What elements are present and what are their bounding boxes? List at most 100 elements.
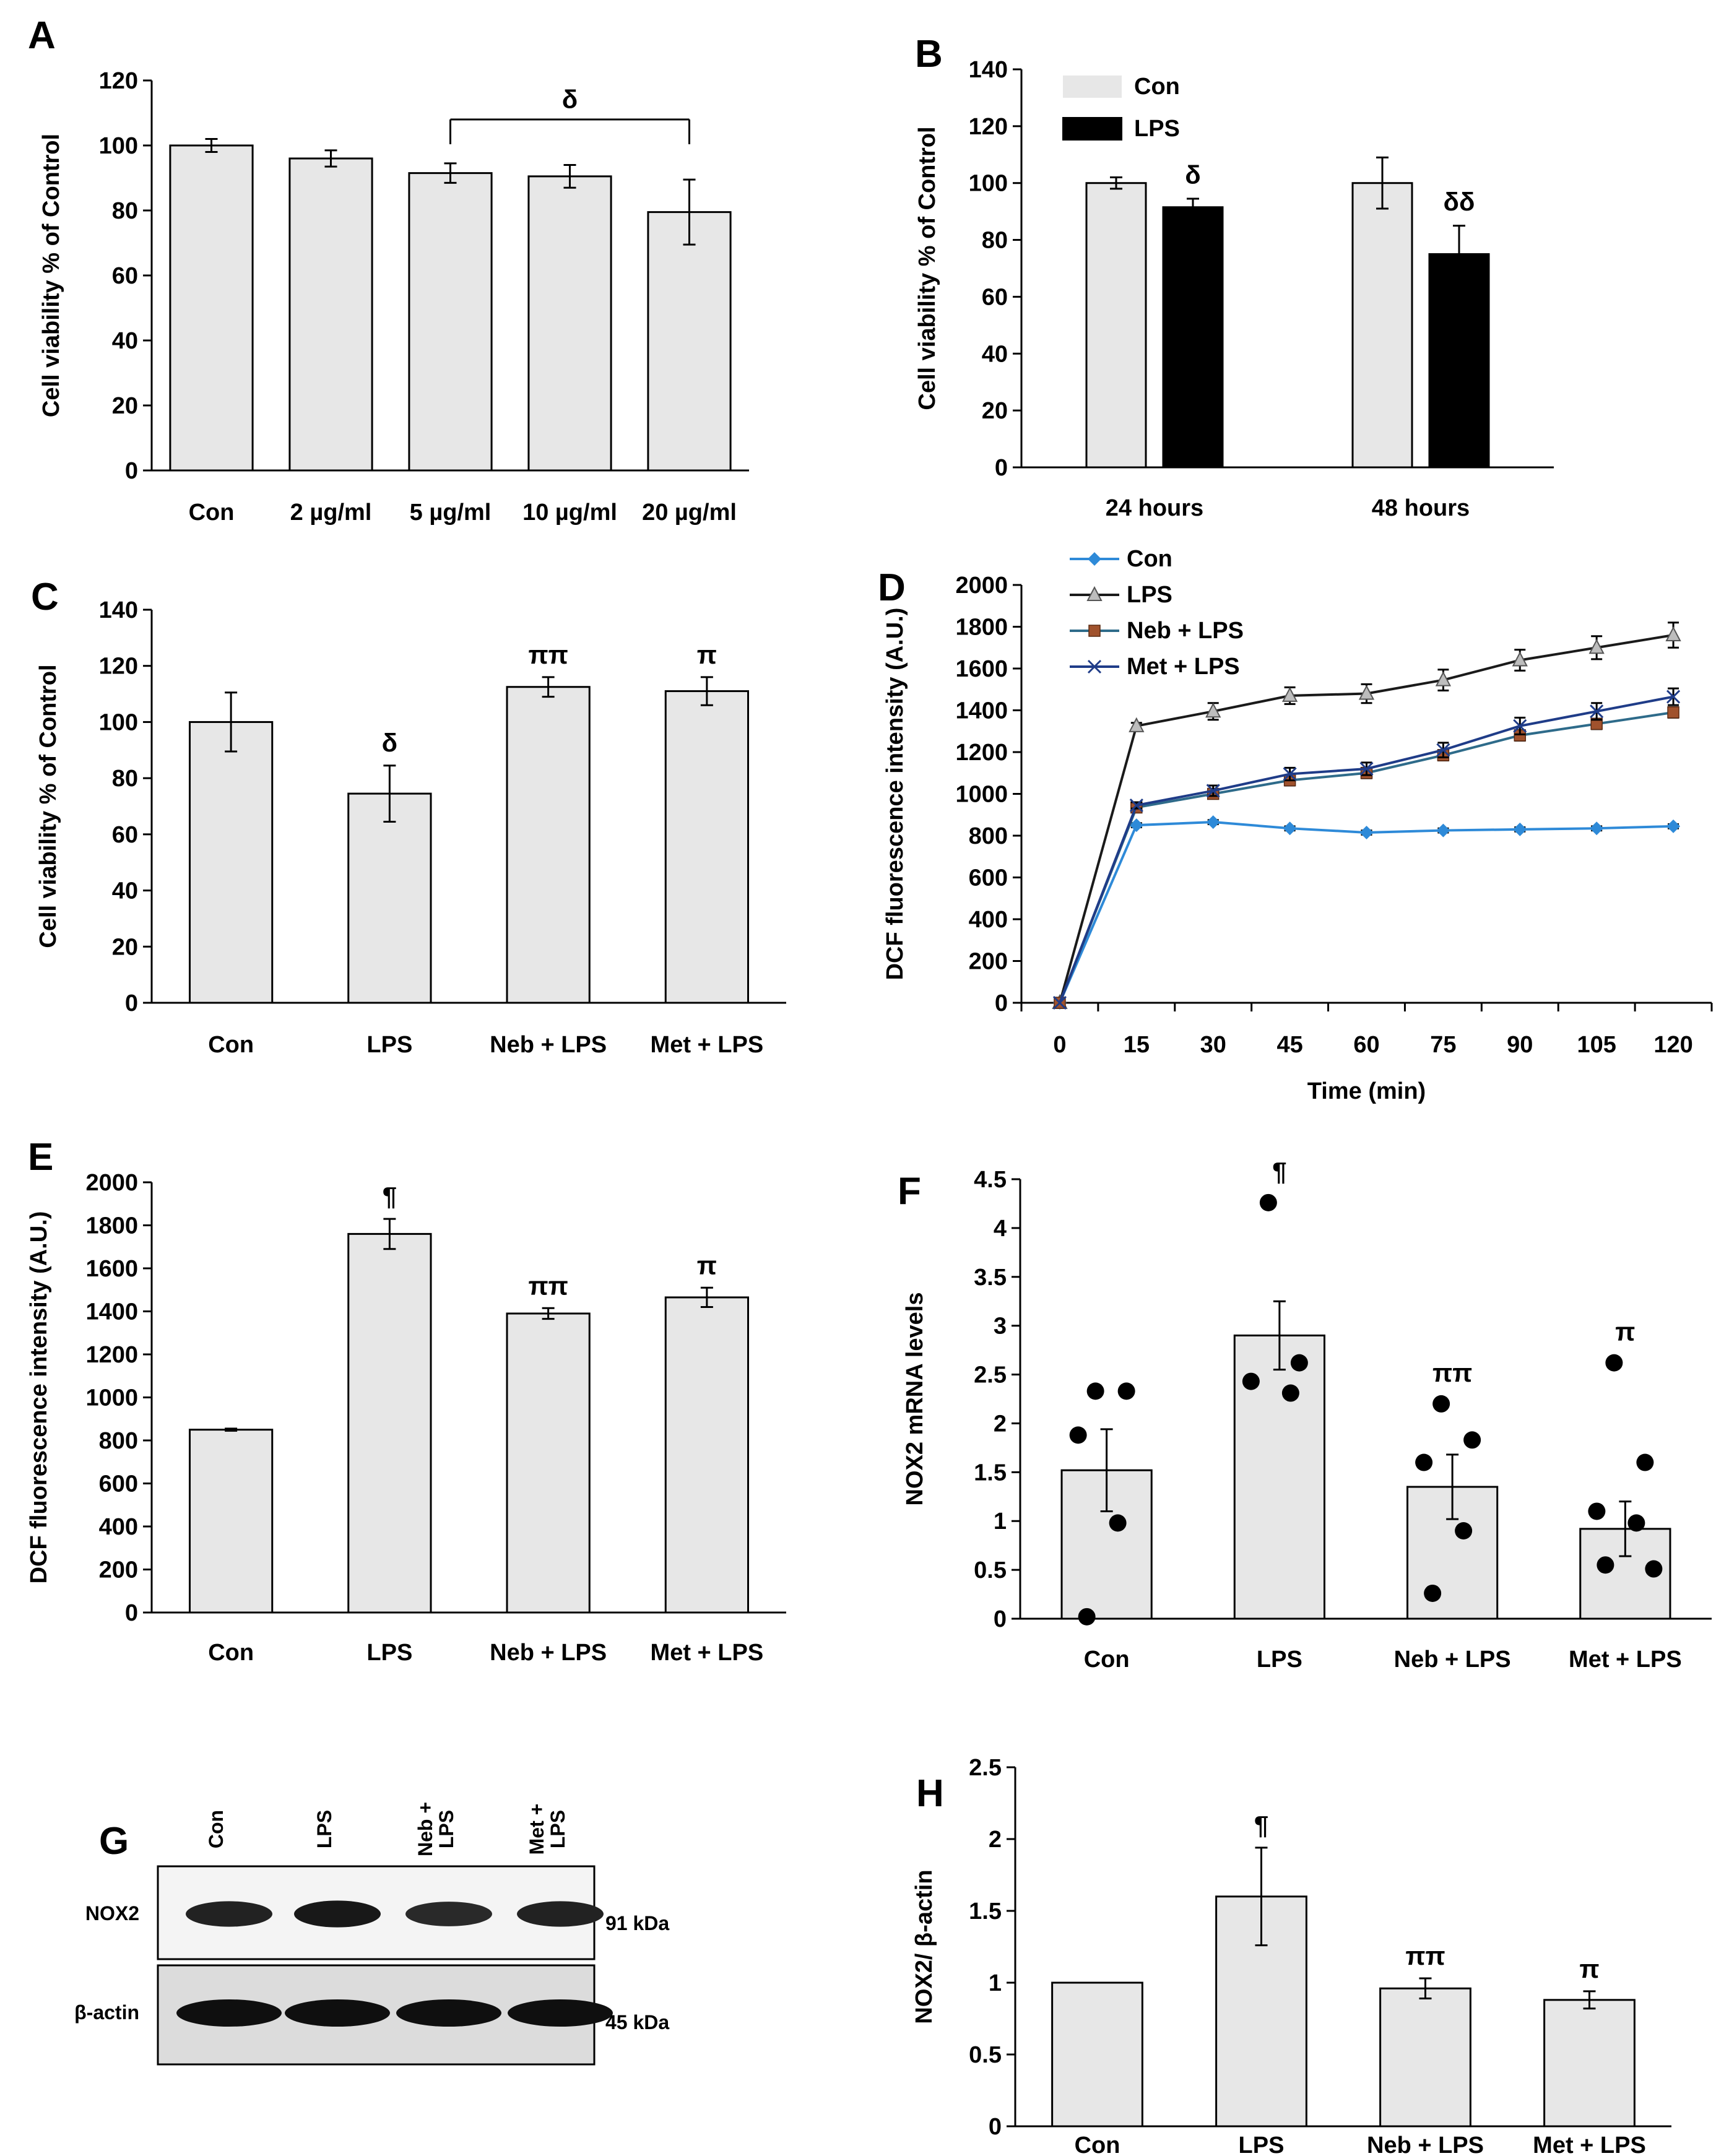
data-marker <box>1512 651 1528 667</box>
series-line-1 <box>1059 821 1674 1003</box>
data-marker-b <box>1590 704 1604 719</box>
bar-1 <box>189 1429 274 1614</box>
lane-label: Con <box>205 1810 227 1848</box>
y-tick-label: 800 <box>99 1428 138 1454</box>
y-tick-label: 100 <box>99 709 138 735</box>
x-tick-label: 90 <box>1507 1032 1533 1058</box>
x-tick-label: Neb + LPS <box>1367 2132 1484 2156</box>
y-tick-label: 1.5 <box>969 1898 1002 1924</box>
y-tick-label: 1800 <box>85 1213 138 1239</box>
bar-1 <box>1051 1981 1143 2128</box>
y-tick-label: 100 <box>969 171 1008 197</box>
x-tick-label: 60 <box>1353 1032 1379 1058</box>
data-marker <box>1129 818 1143 833</box>
panel-letter: G <box>99 1820 129 1863</box>
y-tick-label: 0 <box>995 990 1008 1016</box>
x-tick-label: 48 hours <box>1372 495 1470 521</box>
lane-label: Neb + <box>414 1802 436 1856</box>
panel-h: H 0 0.5 1 1.5 2 2.5 NOX2/ β-actin Con LPS ¶ Neb + L… <box>911 1755 1671 2156</box>
lane-label: LPS <box>313 1810 336 1848</box>
y-tick-label: 80 <box>982 228 1008 254</box>
x-tick-label: Neb + LPS <box>490 1032 607 1058</box>
legend-marker <box>1088 552 1101 566</box>
y-tick-label: 60 <box>982 284 1008 310</box>
y-tick-label: 140 <box>969 57 1008 83</box>
x-tick-label: 45 <box>1276 1032 1302 1058</box>
y-tick-label: 0 <box>989 2114 1002 2140</box>
x-tick-label: Con <box>189 500 235 526</box>
legend-label: Neb + LPS <box>1127 618 1244 644</box>
panel-f: F 0 0.5 1 1.5 2 2.5 3 3.5 4 4.5 NOX2 mRNA levels Con… <box>898 1157 1712 1673</box>
y-tick-label: 0 <box>125 1600 138 1626</box>
y-tick-label: 800 <box>969 823 1008 849</box>
x-tick-label: Con <box>208 1640 254 1666</box>
data-marker <box>1129 717 1145 732</box>
data-marker <box>1358 685 1375 700</box>
x-tick-label: Con <box>1084 1647 1130 1673</box>
data-marker <box>1513 822 1527 836</box>
data-point <box>1069 1426 1087 1444</box>
x-tick-label: Con <box>1075 2132 1120 2156</box>
significance-marker: ππ <box>528 1271 568 1300</box>
y-axis-label: Cell viability % of Control <box>914 126 940 410</box>
x-tick-label: Neb + LPS <box>1394 1647 1511 1673</box>
bar-con-1 <box>1085 182 1147 469</box>
x-tick-label: 75 <box>1430 1032 1456 1058</box>
y-tick-label: 2 <box>989 1827 1002 1853</box>
data-marker-b <box>1052 995 1067 1010</box>
x-tick-label: 5 µg/ml <box>410 500 492 526</box>
y-axis-label: NOX2 mRNA levels <box>902 1292 928 1506</box>
panel-letter: D <box>878 566 906 609</box>
panel-a: A 0 20 40 60 80 100 120 Cell viability % of Cont… <box>28 14 749 526</box>
panel-letter: F <box>898 1170 921 1213</box>
series-line-4 <box>1059 695 1674 1003</box>
bar-5 <box>647 211 732 472</box>
y-tick-label: 1 <box>994 1509 1007 1535</box>
legend-label: Con <box>1127 546 1172 572</box>
x-tick-label: LPS <box>366 1032 412 1058</box>
x-tick-label: 15 <box>1124 1032 1150 1058</box>
bar-4 <box>664 690 749 1004</box>
x-tick-label: Met + LPS <box>651 1032 764 1058</box>
y-tick-label: 400 <box>99 1514 138 1540</box>
y-tick-label: 1600 <box>955 656 1008 682</box>
data-marker-b <box>1129 799 1143 813</box>
data-marker <box>1206 815 1220 829</box>
significance-marker: ¶ <box>1254 1811 1268 1840</box>
y-tick-label: 4.5 <box>974 1167 1007 1193</box>
blot-row-label: β-actin <box>74 2001 139 2024</box>
data-marker <box>1667 706 1679 719</box>
y-tick-label: 0 <box>125 990 138 1016</box>
y-tick-label: 600 <box>969 865 1008 891</box>
data-point <box>1424 1584 1442 1602</box>
y-tick-label: 2000 <box>955 573 1008 599</box>
y-tick-label: 40 <box>112 878 138 904</box>
data-marker-b <box>1359 761 1374 776</box>
y-tick-label: 0 <box>994 1606 1007 1632</box>
y-tick-label: 1000 <box>85 1385 138 1411</box>
y-tick-label: 3.5 <box>974 1265 1007 1291</box>
y-axis-label: Cell viability % of Control <box>35 664 61 948</box>
data-marker-b <box>1666 690 1681 704</box>
significance-marker: δ <box>1185 160 1200 189</box>
bar-3 <box>506 686 591 1004</box>
bar-1 <box>189 721 274 1004</box>
y-tick-label: 1.5 <box>974 1460 1007 1486</box>
y-tick-label: 0 <box>995 455 1008 481</box>
data-marker <box>1666 819 1681 833</box>
panel-d: D0200400600800100012001400160018002000DC… <box>878 546 1713 1104</box>
significance-marker: ππ <box>1405 1941 1445 1970</box>
blot-band <box>508 1999 613 2027</box>
y-tick-label: 20 <box>112 393 138 419</box>
blot-band <box>186 1901 272 1927</box>
x-tick-label: 20 µg/ml <box>642 500 737 526</box>
legend-label: Con <box>1134 74 1180 100</box>
y-tick-label: 2.5 <box>969 1755 1002 1781</box>
bar-lps-2 <box>1428 253 1490 469</box>
y-tick-label: 80 <box>112 766 138 792</box>
panel-letter: H <box>916 1772 944 1815</box>
significance-marker: ¶ <box>383 1182 397 1211</box>
y-tick-label: 200 <box>969 949 1008 975</box>
data-marker <box>1283 821 1297 836</box>
